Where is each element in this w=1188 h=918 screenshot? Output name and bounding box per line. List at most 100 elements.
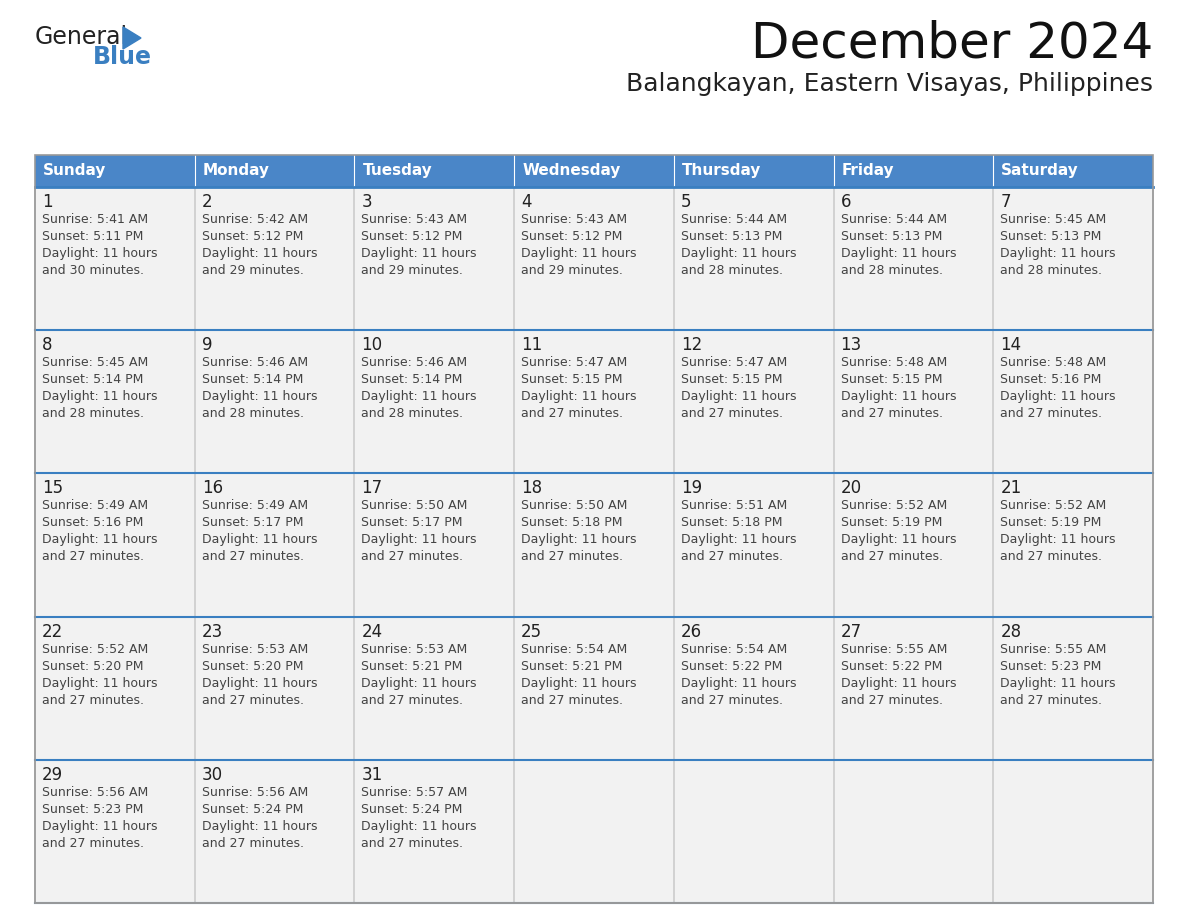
Text: and 27 minutes.: and 27 minutes. [522,694,624,707]
Text: and 27 minutes.: and 27 minutes. [361,694,463,707]
Text: Sunrise: 5:47 AM: Sunrise: 5:47 AM [681,356,788,369]
Text: Daylight: 11 hours: Daylight: 11 hours [42,820,158,833]
Text: Sunset: 5:20 PM: Sunset: 5:20 PM [42,660,144,673]
Text: Sunrise: 5:46 AM: Sunrise: 5:46 AM [202,356,308,369]
Text: Sunset: 5:21 PM: Sunset: 5:21 PM [522,660,623,673]
Text: 24: 24 [361,622,383,641]
Text: Sunrise: 5:48 AM: Sunrise: 5:48 AM [1000,356,1106,369]
Text: 8: 8 [42,336,52,354]
Text: Monday: Monday [203,163,270,178]
Text: Daylight: 11 hours: Daylight: 11 hours [1000,533,1116,546]
Text: Sunrise: 5:42 AM: Sunrise: 5:42 AM [202,213,308,226]
Text: Sunset: 5:13 PM: Sunset: 5:13 PM [681,230,782,243]
Text: Sunrise: 5:52 AM: Sunrise: 5:52 AM [841,499,947,512]
Text: Daylight: 11 hours: Daylight: 11 hours [841,390,956,403]
Text: 18: 18 [522,479,542,498]
Text: Sunrise: 5:45 AM: Sunrise: 5:45 AM [42,356,148,369]
Text: Sunset: 5:20 PM: Sunset: 5:20 PM [202,660,303,673]
Text: Daylight: 11 hours: Daylight: 11 hours [361,677,476,689]
Text: Daylight: 11 hours: Daylight: 11 hours [522,390,637,403]
Text: Daylight: 11 hours: Daylight: 11 hours [202,390,317,403]
Text: Sunrise: 5:41 AM: Sunrise: 5:41 AM [42,213,148,226]
Bar [674,155,834,187]
Text: and 27 minutes.: and 27 minutes. [42,551,144,564]
Text: 30: 30 [202,766,223,784]
Text: 9: 9 [202,336,213,354]
Text: Daylight: 11 hours: Daylight: 11 hours [202,677,317,689]
Text: and 28 minutes.: and 28 minutes. [202,408,304,420]
Text: Sunrise: 5:50 AM: Sunrise: 5:50 AM [522,499,627,512]
Text: Daylight: 11 hours: Daylight: 11 hours [361,533,476,546]
Text: 13: 13 [841,336,861,354]
Text: Sunset: 5:14 PM: Sunset: 5:14 PM [42,374,144,386]
Text: Sunset: 5:16 PM: Sunset: 5:16 PM [1000,374,1101,386]
Text: 15: 15 [42,479,63,498]
Text: Blue: Blue [93,45,152,69]
Bar [34,330,1154,474]
Text: Sunrise: 5:49 AM: Sunrise: 5:49 AM [42,499,148,512]
Text: Sunrise: 5:55 AM: Sunrise: 5:55 AM [841,643,947,655]
Text: Sunrise: 5:43 AM: Sunrise: 5:43 AM [361,213,468,226]
Text: 11: 11 [522,336,543,354]
Text: Saturday: Saturday [1001,163,1079,178]
Text: Sunset: 5:15 PM: Sunset: 5:15 PM [841,374,942,386]
Text: and 27 minutes.: and 27 minutes. [202,551,304,564]
Text: 10: 10 [361,336,383,354]
Text: Friday: Friday [841,163,895,178]
Text: Daylight: 11 hours: Daylight: 11 hours [522,533,637,546]
Text: Sunset: 5:14 PM: Sunset: 5:14 PM [361,374,463,386]
Bar [514,155,674,187]
Text: Sunset: 5:23 PM: Sunset: 5:23 PM [1000,660,1101,673]
Text: Daylight: 11 hours: Daylight: 11 hours [1000,247,1116,260]
Text: Sunset: 5:11 PM: Sunset: 5:11 PM [42,230,144,243]
Text: Balangkayan, Eastern Visayas, Philippines: Balangkayan, Eastern Visayas, Philippine… [626,72,1154,96]
Text: Daylight: 11 hours: Daylight: 11 hours [42,247,158,260]
Text: Sunset: 5:12 PM: Sunset: 5:12 PM [522,230,623,243]
Bar [834,155,993,187]
Text: 1: 1 [42,193,52,211]
Text: Sunrise: 5:56 AM: Sunrise: 5:56 AM [42,786,148,799]
Text: Sunset: 5:19 PM: Sunset: 5:19 PM [1000,517,1101,530]
Text: Sunrise: 5:46 AM: Sunrise: 5:46 AM [361,356,468,369]
Text: Sunset: 5:23 PM: Sunset: 5:23 PM [42,803,144,816]
Text: Sunrise: 5:52 AM: Sunrise: 5:52 AM [1000,499,1106,512]
Text: and 27 minutes.: and 27 minutes. [681,408,783,420]
Text: and 28 minutes.: and 28 minutes. [361,408,463,420]
Text: 20: 20 [841,479,861,498]
Text: 29: 29 [42,766,63,784]
Text: Sunset: 5:19 PM: Sunset: 5:19 PM [841,517,942,530]
Bar [34,187,1154,330]
Text: Daylight: 11 hours: Daylight: 11 hours [841,247,956,260]
Text: Sunrise: 5:54 AM: Sunrise: 5:54 AM [681,643,788,655]
Text: Sunset: 5:17 PM: Sunset: 5:17 PM [361,517,463,530]
Text: 7: 7 [1000,193,1011,211]
Text: Sunrise: 5:57 AM: Sunrise: 5:57 AM [361,786,468,799]
Polygon shape [124,27,141,49]
Text: and 27 minutes.: and 27 minutes. [841,694,942,707]
Text: Sunset: 5:12 PM: Sunset: 5:12 PM [202,230,303,243]
Text: and 29 minutes.: and 29 minutes. [202,264,304,277]
Text: 25: 25 [522,622,542,641]
Text: December 2024: December 2024 [751,20,1154,68]
Text: Sunrise: 5:52 AM: Sunrise: 5:52 AM [42,643,148,655]
Text: Daylight: 11 hours: Daylight: 11 hours [841,533,956,546]
Text: Daylight: 11 hours: Daylight: 11 hours [841,677,956,689]
Text: 21: 21 [1000,479,1022,498]
Text: Daylight: 11 hours: Daylight: 11 hours [681,390,796,403]
Text: 28: 28 [1000,622,1022,641]
Text: 4: 4 [522,193,532,211]
Text: Daylight: 11 hours: Daylight: 11 hours [681,247,796,260]
Text: Sunset: 5:14 PM: Sunset: 5:14 PM [202,374,303,386]
Text: Daylight: 11 hours: Daylight: 11 hours [202,247,317,260]
Text: General: General [34,25,128,49]
Text: Sunset: 5:22 PM: Sunset: 5:22 PM [681,660,782,673]
Text: 2: 2 [202,193,213,211]
Text: Sunrise: 5:51 AM: Sunrise: 5:51 AM [681,499,788,512]
Text: and 28 minutes.: and 28 minutes. [681,264,783,277]
Text: Sunset: 5:12 PM: Sunset: 5:12 PM [361,230,463,243]
Bar [993,155,1154,187]
Text: and 30 minutes.: and 30 minutes. [42,264,144,277]
Text: Sunrise: 5:53 AM: Sunrise: 5:53 AM [361,643,468,655]
Text: 6: 6 [841,193,851,211]
Text: Daylight: 11 hours: Daylight: 11 hours [1000,677,1116,689]
